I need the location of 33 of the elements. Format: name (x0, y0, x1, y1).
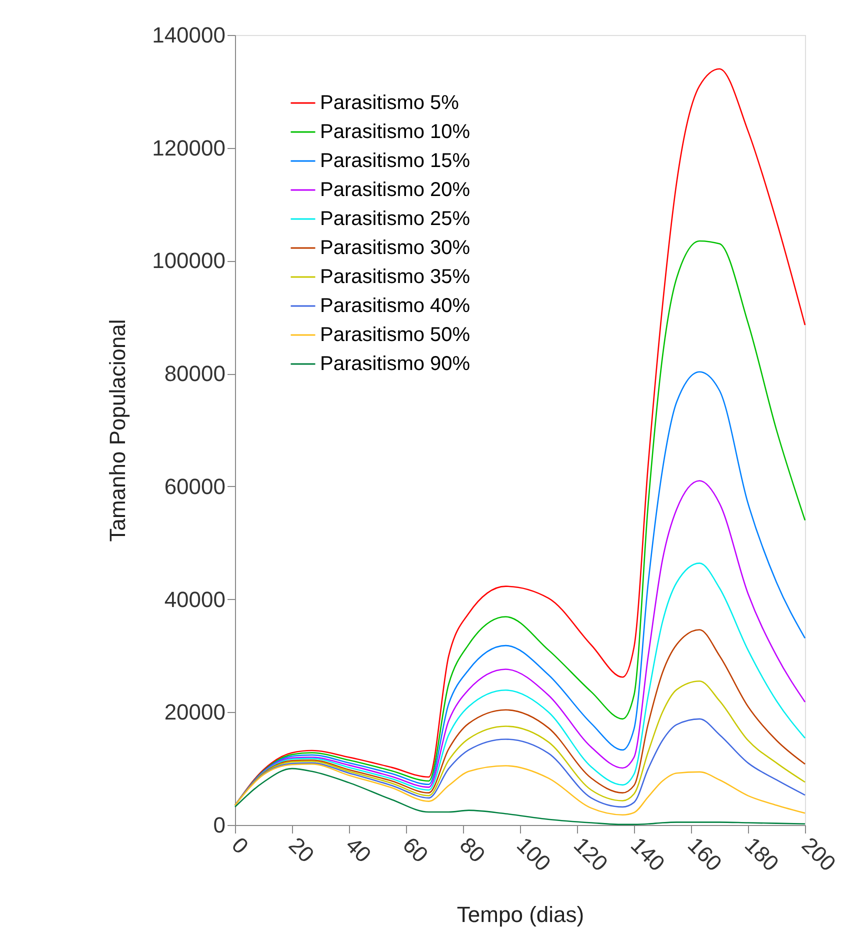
x-tick-label: 160 (683, 832, 727, 876)
legend-label: Parasitismo 90% (320, 353, 470, 375)
x-tick-label: 60 (398, 832, 434, 868)
y-tick-label: 0 (213, 812, 226, 838)
x-tick-label: 80 (455, 832, 490, 868)
legend-label: Parasitismo 5% (320, 92, 460, 114)
x-tick-label: 200 (797, 832, 841, 876)
x-tick-label: 100 (512, 832, 556, 876)
legend-label: Parasitismo 25% (320, 208, 470, 230)
y-tick-label: 80000 (164, 361, 226, 386)
y-tick-label: 20000 (164, 700, 226, 725)
y-tick-label: 60000 (164, 474, 226, 499)
legend-label: Parasitismo 30% (320, 237, 470, 259)
x-tick-label: 120 (569, 832, 613, 876)
line-series (234, 718, 806, 808)
y-tick-label: 140000 (152, 22, 226, 48)
y-axis-title: Tamanho Populacional (105, 319, 130, 542)
legend-label: Parasitismo 10% (320, 121, 470, 143)
y-tick-label: 100000 (152, 248, 226, 274)
y-tick-label: 120000 (152, 135, 226, 160)
legend-label: Parasitismo 35% (320, 266, 470, 288)
legend-label: Parasitismo 50% (320, 324, 470, 346)
line-series (234, 763, 806, 816)
x-tick-label: 40 (341, 832, 376, 868)
x-axis-title: Tempo (dias) (456, 902, 584, 928)
x-tick-label: 20 (284, 832, 320, 868)
legend-label: Parasitismo 20% (320, 179, 470, 201)
x-tick-label: 0 (227, 832, 254, 859)
y-tick-label: 40000 (164, 586, 226, 612)
x-tick-label: 180 (740, 832, 784, 876)
x-tick-label: 140 (626, 832, 670, 876)
legend-label: Parasitismo 40% (320, 295, 470, 317)
legend-label: Parasitismo 15% (320, 150, 470, 172)
